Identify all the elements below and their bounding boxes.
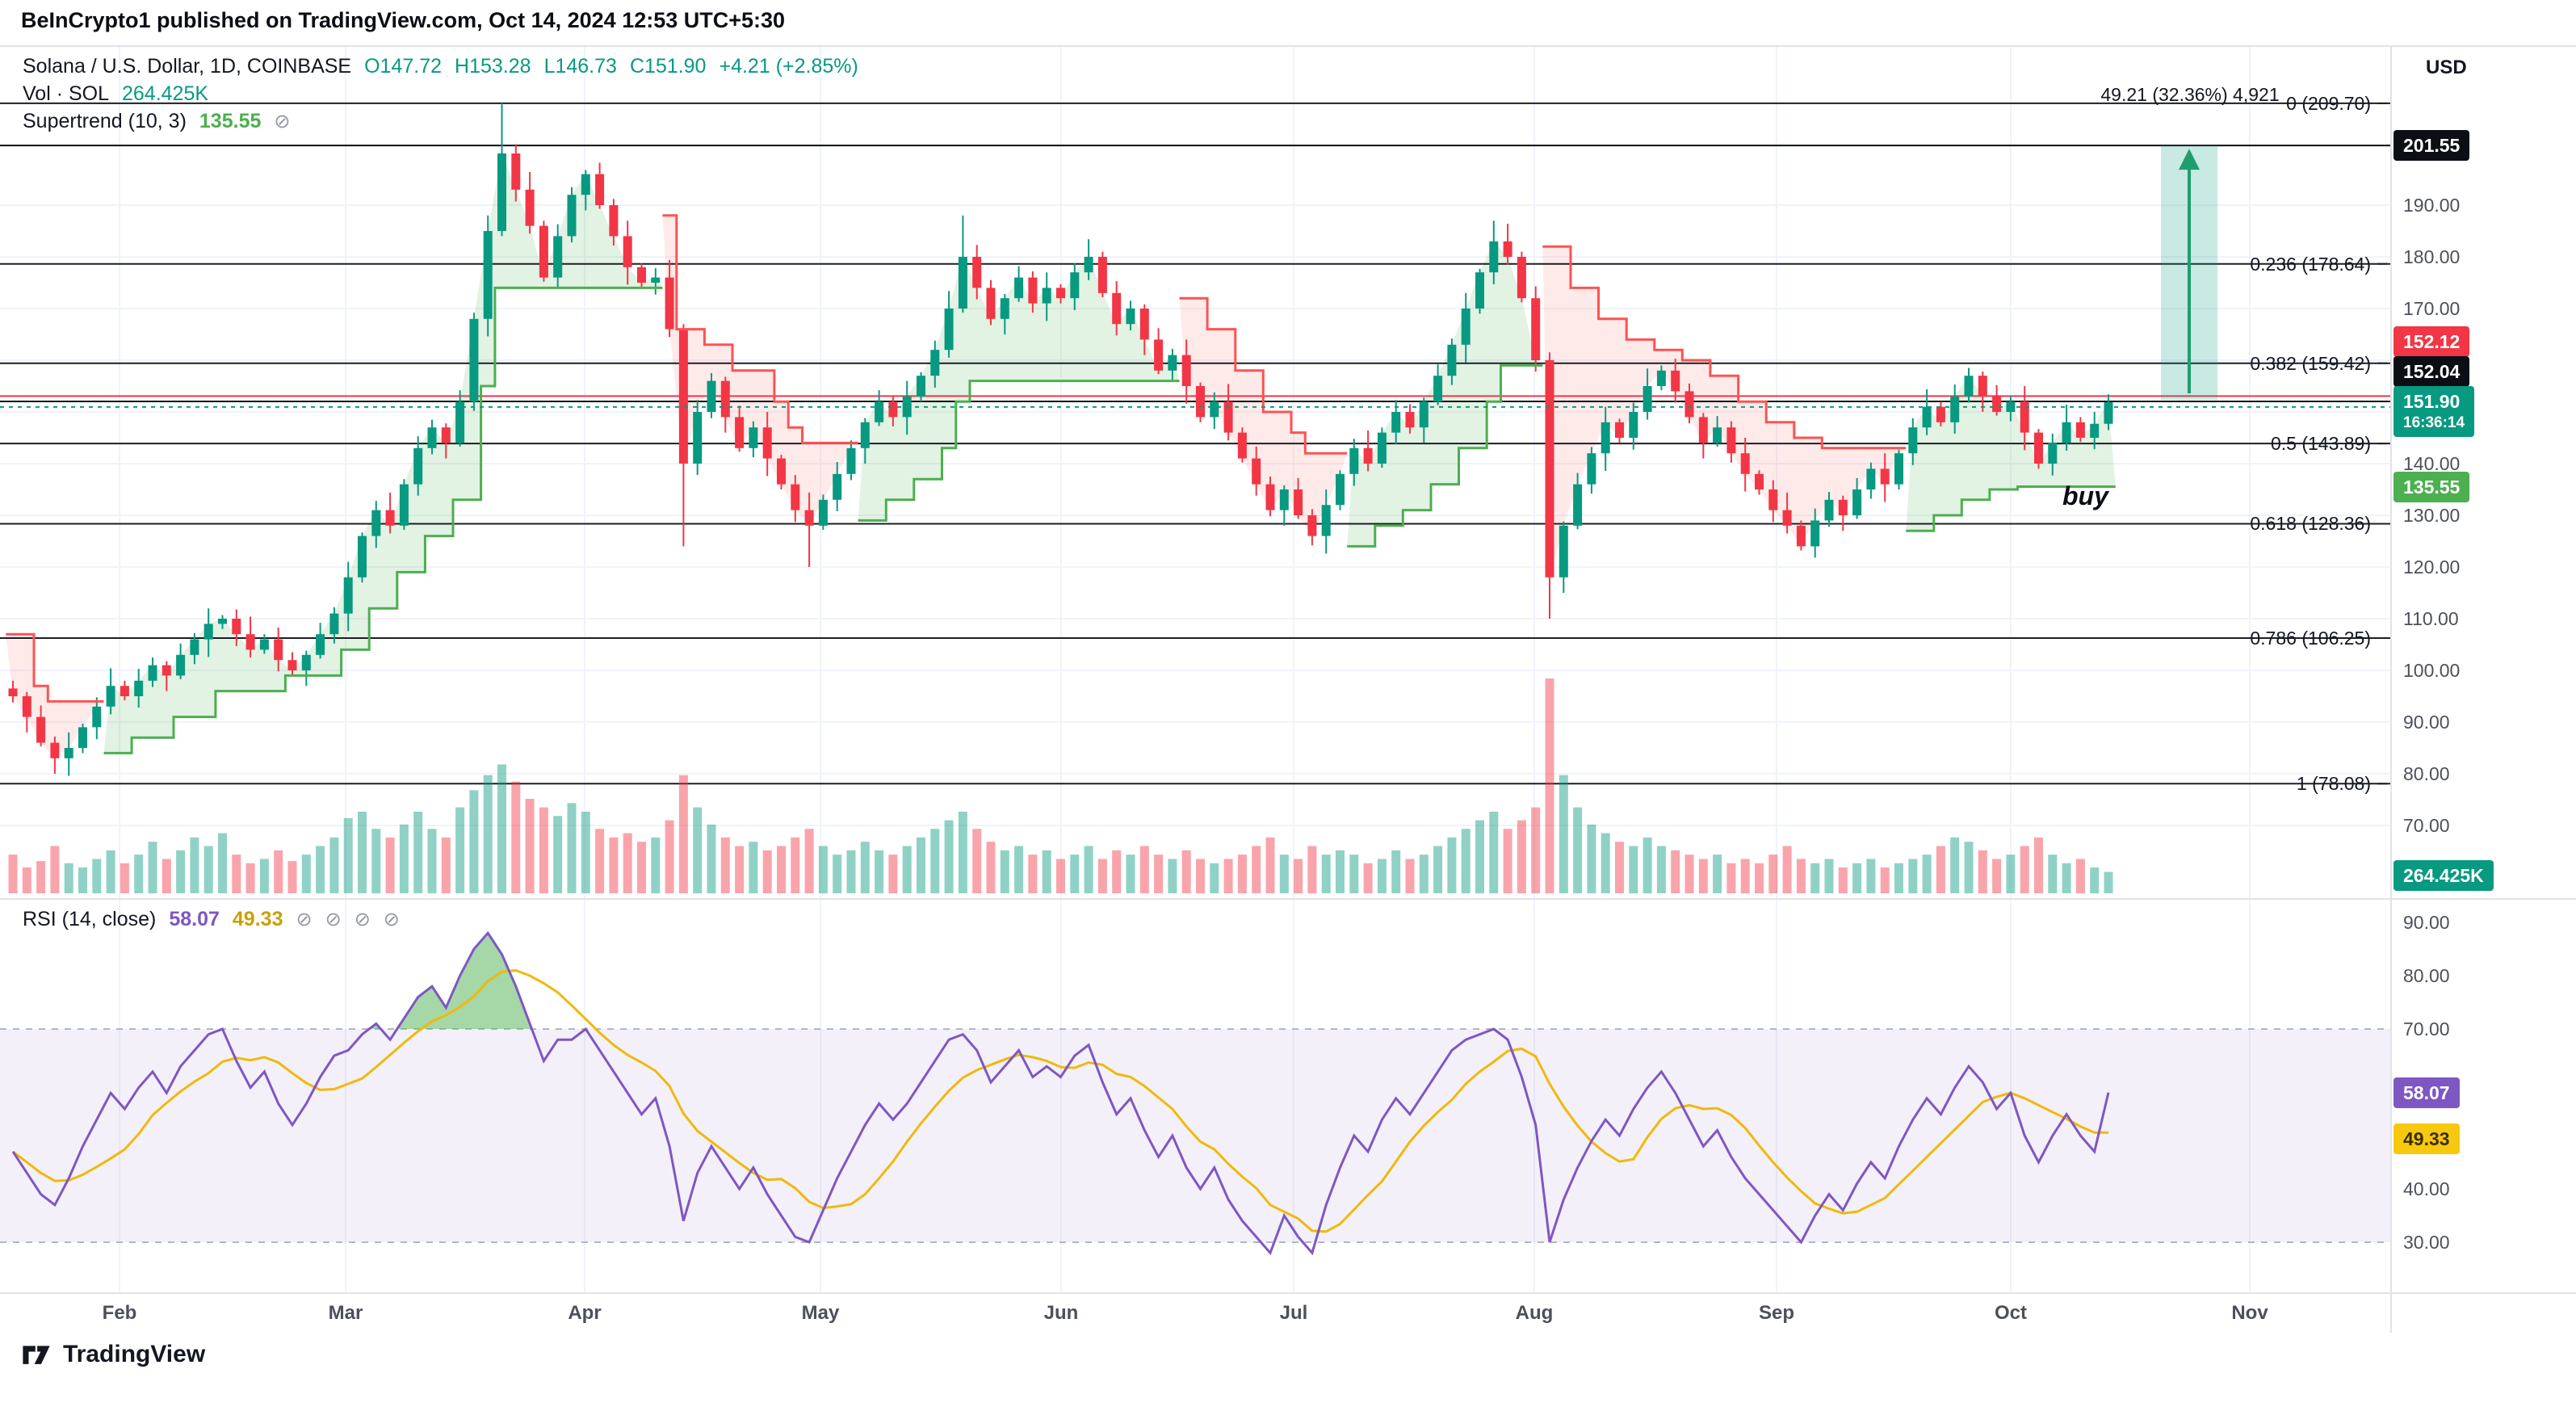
axis-tick-label: 90.00 bbox=[2403, 712, 2450, 733]
tradingview-logo-icon bbox=[23, 1346, 50, 1364]
bar-countdown: 16:36:14 bbox=[2403, 414, 2465, 431]
hide-values-icon[interactable]: ⊘ bbox=[325, 909, 342, 930]
supertrend-indicator-value: 135.55 bbox=[199, 110, 262, 132]
target-price-badge[interactable]: 201.55 bbox=[2393, 130, 2470, 161]
month-label: Jul bbox=[1279, 1302, 1308, 1324]
fib-level-label: 0.382 (159.42) bbox=[2250, 352, 2371, 374]
ohlc-close: C151.90 bbox=[629, 55, 707, 78]
measure-annotation: 49.21 (32.36%) 4,921 bbox=[2100, 84, 2280, 105]
current-price-value: 151.90 bbox=[2403, 391, 2461, 412]
axis-tick-label: 100.00 bbox=[2403, 660, 2461, 681]
volume-series bbox=[8, 678, 2113, 893]
fib-lines bbox=[0, 102, 2390, 785]
ohlc-open: O147.72 bbox=[364, 55, 443, 78]
volume-indicator-value: 264.425K bbox=[122, 82, 209, 105]
month-label: Oct bbox=[1994, 1302, 2028, 1324]
hide-values-icon[interactable]: ⊘ bbox=[296, 909, 313, 930]
symbol-legend-row: Solana / U.S. Dollar, 1D, COINBASE O147.… bbox=[23, 55, 858, 82]
fib-level-label: 0.786 (106.25) bbox=[2250, 628, 2371, 649]
month-label: Feb bbox=[102, 1302, 137, 1324]
rsi-ma-indicator-value: 49.33 bbox=[232, 908, 283, 930]
axis-tick-label: 40.00 bbox=[2403, 1178, 2450, 1199]
fib-level-label: 0.236 (178.64) bbox=[2250, 253, 2371, 275]
axis-tick-label: 80.00 bbox=[2403, 965, 2450, 986]
axis-tick-label: 90.00 bbox=[2403, 912, 2450, 933]
candles-series bbox=[8, 103, 2113, 776]
rsi-ma-value-badge[interactable]: 49.33 bbox=[2393, 1124, 2460, 1154]
alert-price-badge[interactable]: 152.12 bbox=[2393, 326, 2470, 357]
ohlc-low: L146.73 bbox=[543, 55, 617, 78]
hide-values-icon[interactable]: ⊘ bbox=[354, 909, 371, 930]
axis-tick-label: 180.00 bbox=[2403, 246, 2461, 267]
month-label: Mar bbox=[328, 1302, 363, 1324]
month-label: Aug bbox=[1515, 1302, 1554, 1324]
grid-lines bbox=[0, 45, 2390, 1292]
ohlc-high: H153.28 bbox=[455, 55, 531, 78]
month-label: Sep bbox=[1758, 1302, 1795, 1324]
tradingview-logo-text: TradingView bbox=[63, 1341, 206, 1367]
publisher-line: BeInCrypto1 published on TradingView.com… bbox=[21, 8, 786, 32]
daily-change: +4.21 (+2.85%) bbox=[719, 55, 858, 78]
volume-value-badge[interactable]: 264.425K bbox=[2393, 860, 2494, 891]
supertrend-indicator-label[interactable]: Supertrend (10, 3) bbox=[23, 110, 187, 132]
volume-indicator-label[interactable]: Vol · SOL bbox=[23, 82, 109, 105]
axis-tick-label: 70.00 bbox=[2403, 1018, 2450, 1040]
rsi-line bbox=[11, 930, 2110, 1256]
fib-level-label: 0 (209.70) bbox=[2286, 92, 2371, 114]
widget-top-border bbox=[0, 45, 2576, 47]
pane-separator[interactable] bbox=[0, 898, 2576, 900]
buy-annotation: buy bbox=[2062, 481, 2108, 510]
axis-tick-label: 170.00 bbox=[2403, 298, 2461, 319]
rsi-indicator-value: 58.07 bbox=[169, 908, 220, 930]
time-axis[interactable]: Feb Mar Apr May Jun Jul Aug Sep Oct Nov bbox=[0, 1294, 2390, 1333]
projection-arrow bbox=[2161, 145, 2217, 401]
rsi-overbought-fill bbox=[369, 933, 532, 1029]
supertrend-legend-row: Supertrend (10, 3) 135.55 ⊘ bbox=[23, 110, 858, 137]
tradingview-logo[interactable]: TradingView bbox=[21, 1341, 205, 1368]
axis-tick-label: 30.00 bbox=[2403, 1232, 2450, 1253]
axis-tick-label: 70.00 bbox=[2403, 815, 2450, 836]
rsi-legend: RSI (14, close) 58.07 49.33 ⊘ ⊘ ⊘ ⊘ bbox=[23, 908, 400, 935]
axis-tick-label: 130.00 bbox=[2403, 505, 2461, 526]
rsi-legend-row: RSI (14, close) 58.07 49.33 ⊘ ⊘ ⊘ ⊘ bbox=[23, 908, 400, 935]
axis-tick-label: 80.00 bbox=[2403, 763, 2450, 784]
month-label: May bbox=[801, 1302, 840, 1324]
level-price-badge[interactable]: 152.04 bbox=[2393, 356, 2470, 387]
axis-tick-label: 120.00 bbox=[2403, 556, 2461, 578]
month-label: Nov bbox=[2231, 1302, 2268, 1324]
rsi-ma-line bbox=[12, 968, 2108, 1233]
axis-tick-label: 110.00 bbox=[2403, 608, 2459, 629]
axis-tick-label: 140.00 bbox=[2403, 453, 2461, 474]
currency-label[interactable]: USD bbox=[2426, 57, 2467, 78]
month-label: Apr bbox=[568, 1302, 602, 1324]
axis-tick-label: 190.00 bbox=[2403, 195, 2461, 216]
supertrend-line bbox=[6, 214, 2116, 754]
price-axis[interactable] bbox=[2390, 45, 2576, 1333]
time-axis-separator bbox=[0, 1292, 2576, 1294]
fib-level-label: 0.5 (143.89) bbox=[2270, 433, 2371, 455]
fib-level-label: 1 (78.08) bbox=[2296, 773, 2371, 795]
hide-values-icon[interactable]: ⊘ bbox=[274, 111, 291, 132]
supertrend-value-badge[interactable]: 135.55 bbox=[2393, 472, 2470, 502]
volume-legend-row: Vol · SOL 264.425K bbox=[23, 82, 858, 110]
rsi-value-badge[interactable]: 58.07 bbox=[2393, 1077, 2460, 1108]
current-price-badge[interactable]: 151.90 16:36:14 bbox=[2393, 386, 2475, 437]
hide-values-icon[interactable]: ⊘ bbox=[383, 909, 400, 930]
main-chart-legend: Solana / U.S. Dollar, 1D, COINBASE O147.… bbox=[23, 55, 858, 137]
symbol-title[interactable]: Solana / U.S. Dollar, 1D, COINBASE bbox=[23, 55, 352, 78]
rsi-indicator-label[interactable]: RSI (14, close) bbox=[23, 908, 157, 930]
level-lines bbox=[0, 145, 2390, 402]
month-label: Jun bbox=[1043, 1302, 1079, 1324]
fib-level-label: 0.618 (128.36) bbox=[2250, 513, 2371, 535]
